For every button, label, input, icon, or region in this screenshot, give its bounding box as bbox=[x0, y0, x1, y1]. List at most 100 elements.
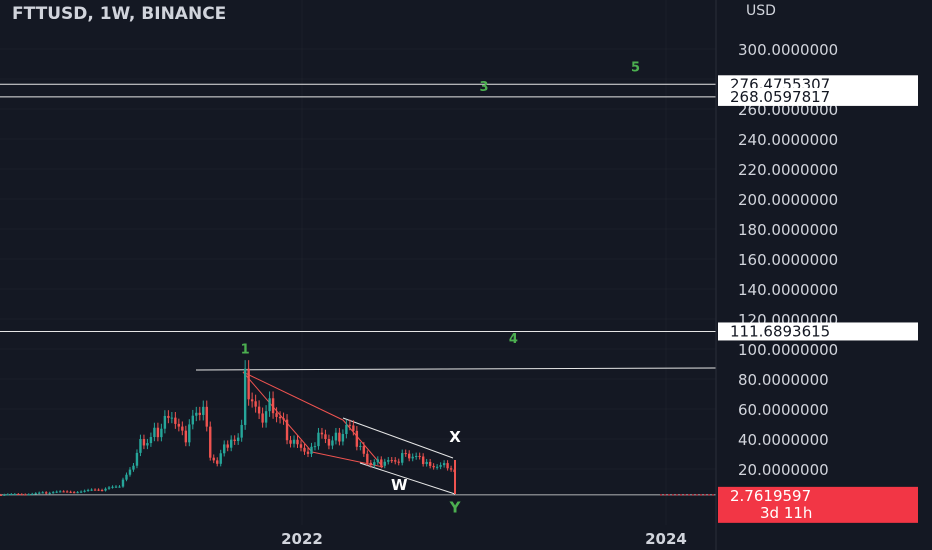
time-axis-label: 2022 bbox=[281, 530, 323, 548]
candle-body bbox=[435, 466, 439, 468]
candle-body bbox=[195, 412, 198, 416]
candle-body bbox=[163, 415, 167, 429]
candle-body bbox=[275, 413, 278, 417]
channel-lower-white[interactable] bbox=[359, 462, 456, 495]
candle-body bbox=[104, 488, 107, 491]
candle-body bbox=[362, 445, 366, 454]
candle-body bbox=[188, 424, 191, 443]
wave-label: 5 bbox=[631, 61, 640, 76]
candle-body bbox=[83, 490, 86, 492]
level-tag-text: 268.0597817 bbox=[730, 88, 830, 106]
candle-body bbox=[55, 491, 58, 493]
candle-body bbox=[442, 463, 446, 466]
candle-body bbox=[223, 444, 226, 454]
candle-body bbox=[142, 439, 146, 446]
candle-body bbox=[306, 451, 310, 454]
candle-body bbox=[86, 490, 90, 492]
candle-body bbox=[216, 460, 219, 464]
candle-body bbox=[170, 417, 174, 419]
price-axis-label: 60.0000000 bbox=[738, 401, 829, 419]
candle-body bbox=[139, 439, 142, 453]
candle-body bbox=[160, 428, 163, 438]
candle-body bbox=[324, 434, 327, 440]
channel-upper-red[interactable] bbox=[242, 371, 313, 453]
candle-body bbox=[62, 491, 65, 493]
pattern-label: Y bbox=[449, 499, 462, 517]
candle-body bbox=[394, 460, 397, 462]
candle-body bbox=[376, 459, 379, 463]
candle-body bbox=[345, 424, 348, 435]
candle-body bbox=[48, 492, 51, 494]
wave-label: 1 bbox=[241, 343, 250, 358]
wave-label: 4 bbox=[509, 332, 518, 347]
price-axis-label: 80.0000000 bbox=[738, 371, 829, 389]
price-axis[interactable]: 20.0000000 40.0000000 60.0000000 80.0000000… bbox=[738, 41, 838, 479]
candle-body bbox=[118, 486, 121, 488]
candle-body bbox=[331, 440, 334, 446]
candle-body bbox=[348, 424, 352, 426]
level-tag-bg bbox=[718, 87, 918, 106]
candle-body bbox=[282, 418, 285, 420]
candle-body bbox=[261, 413, 264, 423]
candle-body bbox=[17, 494, 20, 496]
level-tag-bg bbox=[718, 322, 918, 341]
candle-body bbox=[27, 494, 30, 496]
candle-body bbox=[439, 465, 442, 467]
candle-body bbox=[313, 446, 317, 448]
current-price-countdown: 3d 11h bbox=[760, 504, 812, 522]
candle-body bbox=[0, 494, 3, 496]
pattern-label: X bbox=[449, 428, 461, 446]
candle-body bbox=[69, 491, 72, 493]
candle-body bbox=[79, 491, 83, 493]
candle-body bbox=[191, 415, 194, 425]
candle-body bbox=[3, 494, 6, 496]
candle-body bbox=[156, 427, 160, 438]
price-axis-label: 300.0000000 bbox=[738, 41, 838, 59]
candle-body bbox=[153, 427, 156, 438]
channel-top-red[interactable] bbox=[242, 371, 344, 421]
candle-body bbox=[432, 465, 435, 468]
grid bbox=[0, 0, 716, 525]
candle-body bbox=[414, 455, 418, 457]
price-tags: 276.4755307268.0597817111.68936152.76195… bbox=[718, 75, 918, 523]
candle-body bbox=[107, 487, 111, 489]
wave-labels: 1 3 5 4 bbox=[241, 61, 640, 358]
candle-body bbox=[338, 432, 341, 442]
candle-body bbox=[449, 468, 453, 470]
candle-body bbox=[296, 439, 299, 445]
horizontal-levels[interactable] bbox=[0, 83, 716, 496]
time-axis-label: 2024 bbox=[645, 530, 687, 548]
time-axis[interactable]: 2022 2024 bbox=[281, 530, 687, 548]
candle-body bbox=[93, 489, 97, 491]
candle-body bbox=[41, 492, 44, 494]
candle-body bbox=[135, 452, 139, 466]
candle-body bbox=[373, 462, 376, 466]
pattern-labels: X W Y bbox=[391, 428, 462, 517]
channel-upper-white[interactable] bbox=[342, 417, 454, 459]
candle-body bbox=[401, 453, 404, 463]
currency-label: USD bbox=[746, 3, 776, 19]
resistance-top-line[interactable] bbox=[195, 367, 717, 371]
candle-body bbox=[243, 368, 247, 425]
candle-body bbox=[299, 444, 303, 448]
candle-body bbox=[317, 432, 320, 447]
candle-body bbox=[292, 439, 296, 444]
candle-body bbox=[411, 456, 414, 459]
chart-title: FTTUSD, 1W, BINANCE bbox=[12, 4, 226, 24]
candle-body bbox=[334, 432, 338, 441]
candle-body bbox=[174, 417, 177, 424]
candle-body bbox=[327, 439, 331, 446]
candle-body bbox=[229, 439, 233, 448]
candle-body bbox=[76, 492, 79, 494]
candle-body bbox=[100, 490, 104, 492]
candle-body bbox=[24, 494, 27, 496]
candle-body bbox=[226, 444, 229, 448]
pattern-label: W bbox=[391, 476, 408, 494]
candle-body bbox=[72, 492, 76, 494]
candle-body bbox=[219, 453, 222, 464]
price-axis-label: 140.0000000 bbox=[738, 281, 838, 299]
candle-body bbox=[285, 419, 289, 441]
price-axis-label: 20.0000000 bbox=[738, 461, 829, 479]
candle-body bbox=[132, 465, 135, 470]
